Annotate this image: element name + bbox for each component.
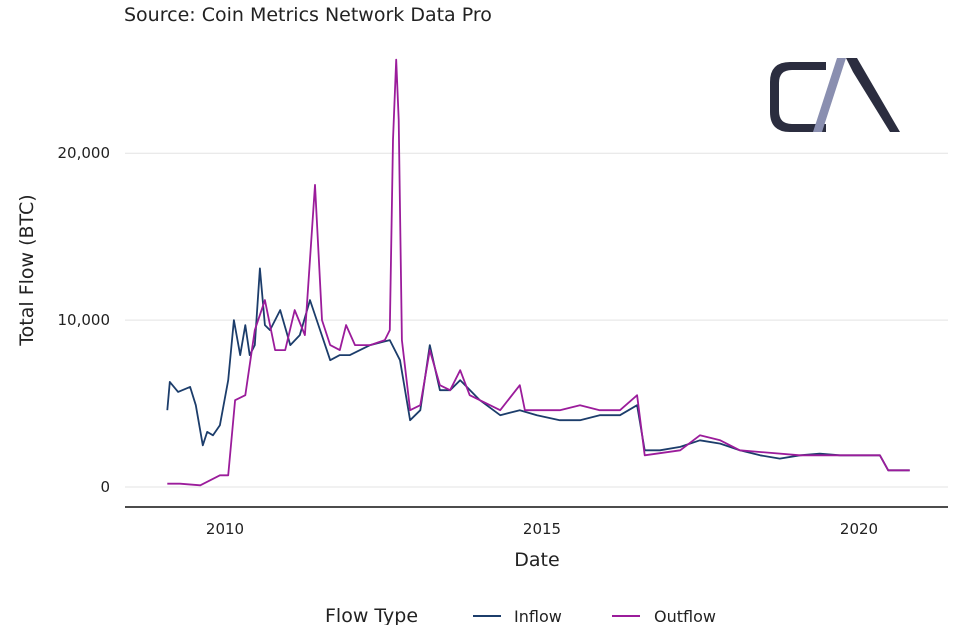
series-line-inflow [166,267,910,472]
chart-subtitle: Source: Coin Metrics Network Data Pro [124,4,492,26]
y-tick-labels: 0 10,000 20,000 [58,144,111,496]
y-tick-label: 10,000 [58,311,111,329]
legend: Flow Type Inflow Outflow [325,605,716,625]
legend-title: Flow Type [325,605,418,625]
series-lines [166,58,910,487]
x-axis-label: Date [514,549,559,571]
gridlines [125,152,948,488]
logo-m [846,58,900,132]
x-tick-labels: 2010 2015 2020 [206,520,878,538]
x-tick-label: 2015 [523,520,561,538]
y-tick-label: 0 [100,478,110,496]
x-tick-label: 2010 [206,520,244,538]
y-tick-label: 20,000 [58,144,111,162]
cm-logo [770,58,900,132]
legend-outflow-label: Outflow [654,607,716,625]
y-axis-label: Total Flow (BTC) [16,194,38,346]
legend-inflow-label: Inflow [514,607,562,625]
x-tick-label: 2020 [840,520,878,538]
logo-slash [813,58,846,132]
series-line-outflow [167,58,910,487]
